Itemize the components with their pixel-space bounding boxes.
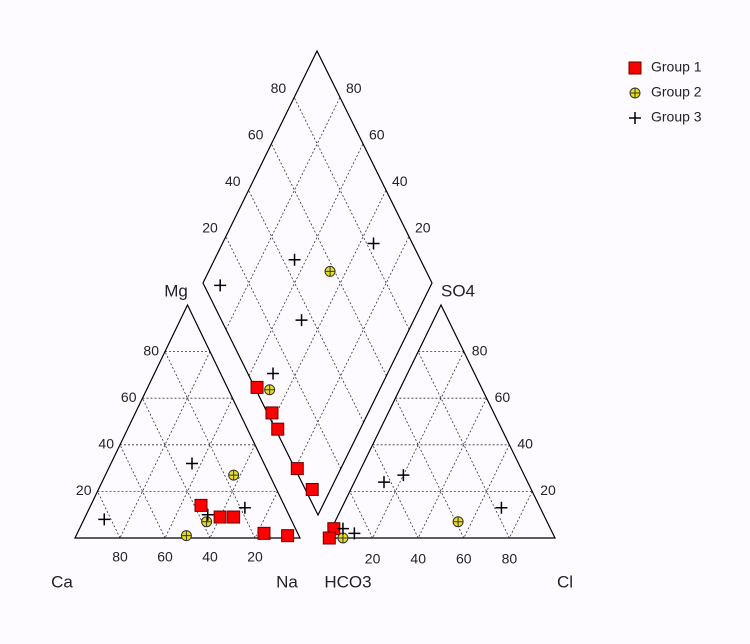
- tick-label: 20: [247, 549, 263, 565]
- point: [250, 380, 264, 394]
- grid-line: [372, 444, 419, 539]
- tick-label: 20: [365, 551, 381, 567]
- grid-line: [119, 351, 211, 539]
- point: [213, 510, 227, 524]
- point: [265, 406, 279, 420]
- grid-line: [509, 491, 533, 539]
- grid-line: [119, 444, 166, 539]
- tick-label: 60: [121, 389, 137, 405]
- point: [98, 513, 111, 526]
- point: [629, 112, 641, 124]
- point: [348, 527, 361, 540]
- point: [267, 367, 280, 380]
- tick-label: 80: [502, 551, 518, 567]
- point: [295, 314, 308, 327]
- grid-line: [248, 190, 364, 423]
- point: [214, 279, 227, 292]
- anion-triangle: [326, 303, 556, 539]
- axis-label-cl: Cl: [557, 572, 573, 591]
- point: [367, 237, 380, 250]
- tick-label: 20: [76, 482, 92, 498]
- grid-line: [372, 351, 465, 539]
- grid-line: [248, 143, 364, 376]
- tick-label: 60: [157, 549, 173, 565]
- tick-label: 20: [415, 219, 431, 235]
- tick-label: 40: [225, 173, 241, 189]
- point: [378, 476, 390, 489]
- grid-line: [225, 236, 342, 469]
- tick-label: 80: [472, 342, 488, 358]
- axis-label-na: Na: [276, 572, 298, 591]
- point: [201, 508, 214, 521]
- tick-label: 40: [202, 549, 218, 565]
- grid-line: [164, 398, 233, 539]
- grid-line: [225, 97, 341, 330]
- point-cross: [325, 266, 336, 277]
- tick-label: 80: [112, 549, 128, 565]
- axis-label-ca: Ca: [51, 572, 73, 591]
- point: [290, 462, 304, 476]
- point: [271, 422, 285, 436]
- tick-label: 60: [369, 127, 385, 143]
- point-cross: [264, 384, 275, 395]
- axis-label-hco3: HCO3: [324, 572, 371, 591]
- point: [257, 526, 271, 540]
- point-cross: [181, 530, 192, 541]
- grid-line: [463, 444, 510, 539]
- grid-line: [142, 398, 211, 539]
- grid-line: [294, 236, 410, 469]
- tick-label: 40: [392, 173, 408, 189]
- grid-line: [164, 351, 256, 539]
- point: [194, 498, 208, 512]
- legend-label: Group 1: [651, 59, 702, 75]
- point-cross: [453, 516, 464, 527]
- grid-line: [417, 398, 487, 539]
- tick-label: 80: [271, 80, 287, 96]
- point-cross: [201, 516, 212, 527]
- legend-label: Group 3: [651, 109, 702, 125]
- tick-label: 40: [517, 436, 533, 452]
- tick-label: 20: [540, 482, 556, 498]
- point: [227, 510, 241, 524]
- grid-line: [271, 143, 387, 376]
- tick-label: 60: [456, 551, 472, 567]
- tick-label: 60: [248, 127, 264, 143]
- tick-label: 80: [346, 80, 362, 96]
- tick-label: 20: [202, 219, 218, 235]
- point: [186, 457, 198, 470]
- point: [322, 531, 336, 545]
- tick-label: 60: [495, 389, 511, 405]
- grid-line: [293, 97, 410, 330]
- grid-line: [254, 491, 278, 539]
- grid-line: [349, 491, 373, 539]
- axis-label-mg: Mg: [164, 281, 188, 300]
- point-cross: [630, 88, 640, 98]
- cation-triangle: [74, 303, 301, 539]
- diamond: [202, 49, 433, 517]
- point: [336, 522, 349, 535]
- point: [495, 501, 508, 514]
- legend-label: Group 2: [651, 84, 702, 100]
- point: [305, 482, 319, 496]
- grid-line: [271, 190, 387, 423]
- point: [628, 61, 642, 75]
- grid-line: [395, 398, 465, 539]
- tick-label: 80: [143, 342, 159, 358]
- grid-line: [209, 444, 256, 539]
- point: [288, 253, 301, 266]
- grid-line: [97, 491, 121, 539]
- point: [238, 501, 251, 514]
- grid-line: [417, 351, 510, 539]
- point: [281, 529, 295, 543]
- tick-label: 40: [410, 551, 426, 567]
- axis-label-so4: SO4: [441, 281, 475, 300]
- tick-label: 40: [98, 436, 114, 452]
- point-cross: [228, 470, 239, 481]
- point: [397, 469, 410, 482]
